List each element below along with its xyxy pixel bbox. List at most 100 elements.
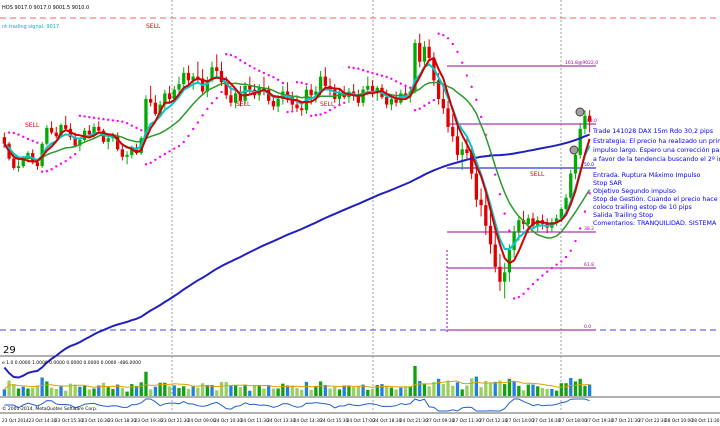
- sell-label: SELL: [236, 101, 251, 108]
- candle-body: [418, 43, 422, 62]
- candle-body: [205, 80, 209, 92]
- sar-dot: [545, 270, 549, 273]
- volume-bar: [285, 385, 290, 396]
- volume-bar: [243, 384, 247, 396]
- annotation-line: a favor de la tendencia buscando el 2º i…: [593, 156, 720, 163]
- sar-dot: [281, 81, 285, 85]
- candle: [64, 115, 68, 131]
- volume-bar: [446, 380, 450, 396]
- candle-body: [526, 218, 530, 224]
- candle: [583, 110, 587, 135]
- candle: [422, 41, 427, 66]
- sar-dot: [135, 126, 138, 130]
- volume-bar: [68, 383, 73, 396]
- candle-body: [97, 126, 101, 131]
- volume-bar: [484, 381, 488, 396]
- volume-bar: [163, 382, 167, 396]
- candle-body: [210, 67, 214, 81]
- candle-body: [182, 72, 186, 85]
- candle: [243, 82, 247, 105]
- sar-dot: [522, 292, 525, 295]
- sar-dot: [508, 229, 511, 232]
- sar-dot: [158, 155, 162, 159]
- sar-dot: [144, 163, 148, 166]
- volume-bar: [569, 377, 573, 396]
- sar-dot: [324, 111, 327, 114]
- candle-body: [578, 128, 582, 155]
- candle-body: [385, 97, 389, 105]
- time-tick-label: 24 Oct 18:30: [373, 418, 401, 424]
- sar-dot: [88, 115, 91, 119]
- candle: [106, 136, 110, 150]
- candle-body: [356, 95, 361, 103]
- candle: [219, 61, 224, 86]
- candle-body: [248, 85, 252, 90]
- sar-dot: [461, 61, 464, 64]
- sar-dot: [555, 263, 558, 266]
- candle-body: [389, 98, 394, 105]
- candle: [441, 85, 445, 114]
- sar-dot: [512, 297, 516, 300]
- sar-dot: [399, 82, 403, 85]
- sar-dot: [338, 103, 341, 107]
- candle-body: [106, 138, 110, 142]
- volume-bar: [333, 386, 337, 396]
- price-corner-label: 29: [3, 345, 16, 356]
- candle-body: [153, 102, 158, 114]
- volume-bar: [413, 366, 417, 396]
- candle-body: [479, 199, 483, 206]
- sar-dot: [475, 98, 478, 101]
- volume-bar: [479, 387, 483, 396]
- volume-bar: [573, 381, 578, 396]
- sar-dot: [83, 115, 86, 118]
- volume-bar: [493, 381, 497, 396]
- sar-dot: [31, 139, 34, 143]
- sar-dot: [92, 116, 96, 120]
- sar-dot: [225, 53, 228, 56]
- volume-bar: [125, 391, 129, 396]
- volume-bar: [205, 384, 209, 396]
- candle-body: [215, 67, 219, 72]
- candle-body: [559, 208, 563, 219]
- annotation-line: Stop de Gestión. Cuando el precio hace F…: [593, 195, 720, 203]
- candle-body: [300, 108, 304, 111]
- candle-body: [130, 147, 134, 155]
- candle: [49, 121, 54, 135]
- candle-body: [92, 126, 96, 135]
- candle: [418, 33, 422, 68]
- volume-bar: [564, 383, 568, 396]
- sar-dot: [451, 42, 454, 46]
- day-separators: [171, 0, 562, 413]
- sar-dot: [191, 127, 195, 131]
- candle-body: [554, 218, 559, 223]
- time-tick-label: 23 Oct 15:30: [55, 418, 83, 424]
- volume-bar: [54, 388, 58, 396]
- candle-body: [78, 140, 82, 146]
- sar-dot: [527, 287, 530, 291]
- candle-body: [309, 89, 313, 96]
- candle: [484, 194, 488, 236]
- volume-bar: [35, 385, 40, 396]
- sar-dot: [427, 101, 431, 105]
- volume-bar: [366, 389, 370, 396]
- candle: [488, 212, 493, 254]
- sar-dot: [569, 249, 572, 252]
- sar-dot: [305, 82, 308, 86]
- candle-body: [295, 104, 299, 109]
- sar-dot: [40, 170, 44, 173]
- time-tick-label: 27 Oct 19:30: [585, 418, 613, 424]
- candle: [479, 188, 483, 217]
- time-tick-label: 24 Oct 09:00: [188, 418, 216, 424]
- sar-dot: [69, 156, 72, 159]
- volume-bar: [531, 384, 535, 396]
- volume-bar: [45, 381, 49, 396]
- sar-dot: [541, 274, 544, 277]
- sell-label: SELL: [530, 171, 545, 178]
- candle-body: [191, 76, 195, 81]
- volume-bar: [318, 381, 323, 396]
- time-tick-label: 27 Oct 09:30: [426, 418, 454, 424]
- candle-body: [498, 266, 502, 282]
- volume-bar: [451, 385, 455, 396]
- candle: [97, 121, 101, 133]
- volume-bar: [436, 378, 441, 396]
